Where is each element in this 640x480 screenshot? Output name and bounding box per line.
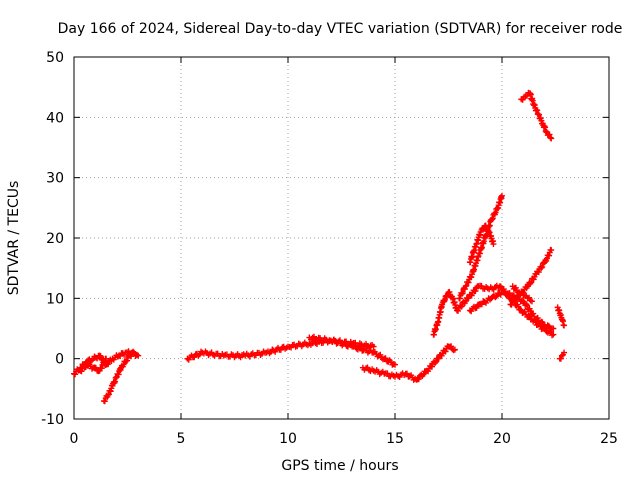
y-tick-label: 20 bbox=[46, 231, 64, 247]
data-point-trace bbox=[265, 343, 290, 357]
y-tick-label: -10 bbox=[41, 412, 64, 428]
data-point-trace bbox=[128, 350, 136, 360]
data-point bbox=[499, 192, 505, 199]
data-point-trace bbox=[519, 93, 528, 103]
x-axis-label: GPS time / hours bbox=[281, 458, 398, 474]
data-point-trace bbox=[101, 392, 111, 405]
data-point-trace bbox=[524, 89, 532, 99]
data-point bbox=[550, 325, 557, 332]
x-tick-label: 10 bbox=[279, 431, 297, 447]
data-point-trace bbox=[455, 294, 470, 314]
data-point-trace bbox=[559, 317, 567, 329]
y-tick-label: 10 bbox=[46, 291, 64, 307]
x-tick-label: 25 bbox=[600, 431, 618, 447]
data-point bbox=[451, 346, 458, 353]
data-point-trace bbox=[521, 292, 530, 300]
data-point bbox=[135, 352, 142, 359]
data-point-trace bbox=[526, 294, 534, 304]
data-point bbox=[103, 355, 110, 362]
data-point-trace bbox=[361, 364, 376, 375]
data-point-trace bbox=[517, 289, 525, 297]
data-point-trace bbox=[476, 234, 488, 257]
x-tick-label: 0 bbox=[70, 431, 79, 447]
data-point-trace bbox=[372, 367, 386, 378]
x-tick-labels: 0 5 10 15 20 25 bbox=[70, 431, 618, 447]
data-point-trace bbox=[243, 348, 269, 360]
data-point-trace bbox=[487, 282, 502, 293]
data-point-trace bbox=[350, 339, 376, 351]
data-point-trace bbox=[446, 288, 455, 301]
data-point-trace bbox=[467, 243, 479, 266]
data-point-trace bbox=[456, 285, 468, 302]
data-point-trace bbox=[85, 356, 95, 364]
data-point-trace bbox=[431, 321, 441, 338]
y-tick-label: 50 bbox=[46, 50, 64, 66]
data-point-trace bbox=[465, 283, 481, 301]
data-point-trace bbox=[78, 363, 89, 375]
data-point bbox=[558, 352, 565, 359]
data-point-trace bbox=[124, 348, 134, 357]
y-tick-labels: -10 0 10 20 30 40 50 bbox=[41, 50, 64, 428]
x-tick-label: 20 bbox=[493, 431, 511, 447]
data-point-trace bbox=[85, 361, 95, 372]
data-point-trace bbox=[544, 131, 554, 141]
data-point bbox=[561, 349, 568, 356]
chart-title: Day 166 of 2024, Sidereal Day-to-day VTE… bbox=[58, 21, 623, 37]
data-point-trace bbox=[200, 348, 226, 360]
y-tick-label: 0 bbox=[55, 352, 64, 368]
gridlines bbox=[74, 57, 609, 419]
data-point bbox=[528, 298, 535, 305]
data-points bbox=[71, 89, 568, 405]
data-point-trace bbox=[185, 348, 204, 363]
data-point-trace bbox=[495, 194, 505, 212]
data-point-trace bbox=[435, 343, 451, 362]
data-point-trace bbox=[307, 333, 333, 345]
data-point-trace bbox=[557, 355, 564, 362]
data-point-trace bbox=[286, 339, 311, 351]
data-point-trace bbox=[482, 222, 492, 235]
data-point bbox=[130, 349, 137, 356]
y-axis-label: SDTVAR / TECUs bbox=[6, 181, 22, 296]
data-point bbox=[548, 135, 555, 142]
data-point bbox=[490, 241, 497, 248]
data-point bbox=[370, 343, 377, 350]
x-tick-label: 5 bbox=[177, 431, 186, 447]
x-tick-label: 15 bbox=[386, 431, 404, 447]
y-tick-label: 40 bbox=[46, 110, 64, 126]
data-point-trace bbox=[489, 290, 504, 301]
data-point-trace bbox=[329, 336, 354, 348]
data-point-trace bbox=[382, 370, 397, 380]
data-point-trace bbox=[222, 351, 247, 361]
data-point-trace bbox=[469, 253, 481, 275]
data-point bbox=[561, 322, 568, 329]
data-point-trace bbox=[521, 300, 537, 318]
data-point-trace bbox=[463, 273, 475, 289]
data-point-trace bbox=[425, 355, 440, 375]
y-tick-label: 30 bbox=[46, 171, 64, 187]
axis-ticks bbox=[73, 56, 610, 420]
data-point-trace bbox=[435, 303, 445, 325]
data-point-trace bbox=[557, 311, 565, 321]
data-point-trace bbox=[393, 370, 408, 380]
data-point bbox=[550, 331, 557, 338]
data-point-trace bbox=[477, 282, 491, 292]
data-point bbox=[392, 361, 398, 368]
data-point-trace bbox=[104, 356, 115, 368]
data-point bbox=[548, 247, 555, 254]
data-point-trace bbox=[555, 307, 563, 314]
